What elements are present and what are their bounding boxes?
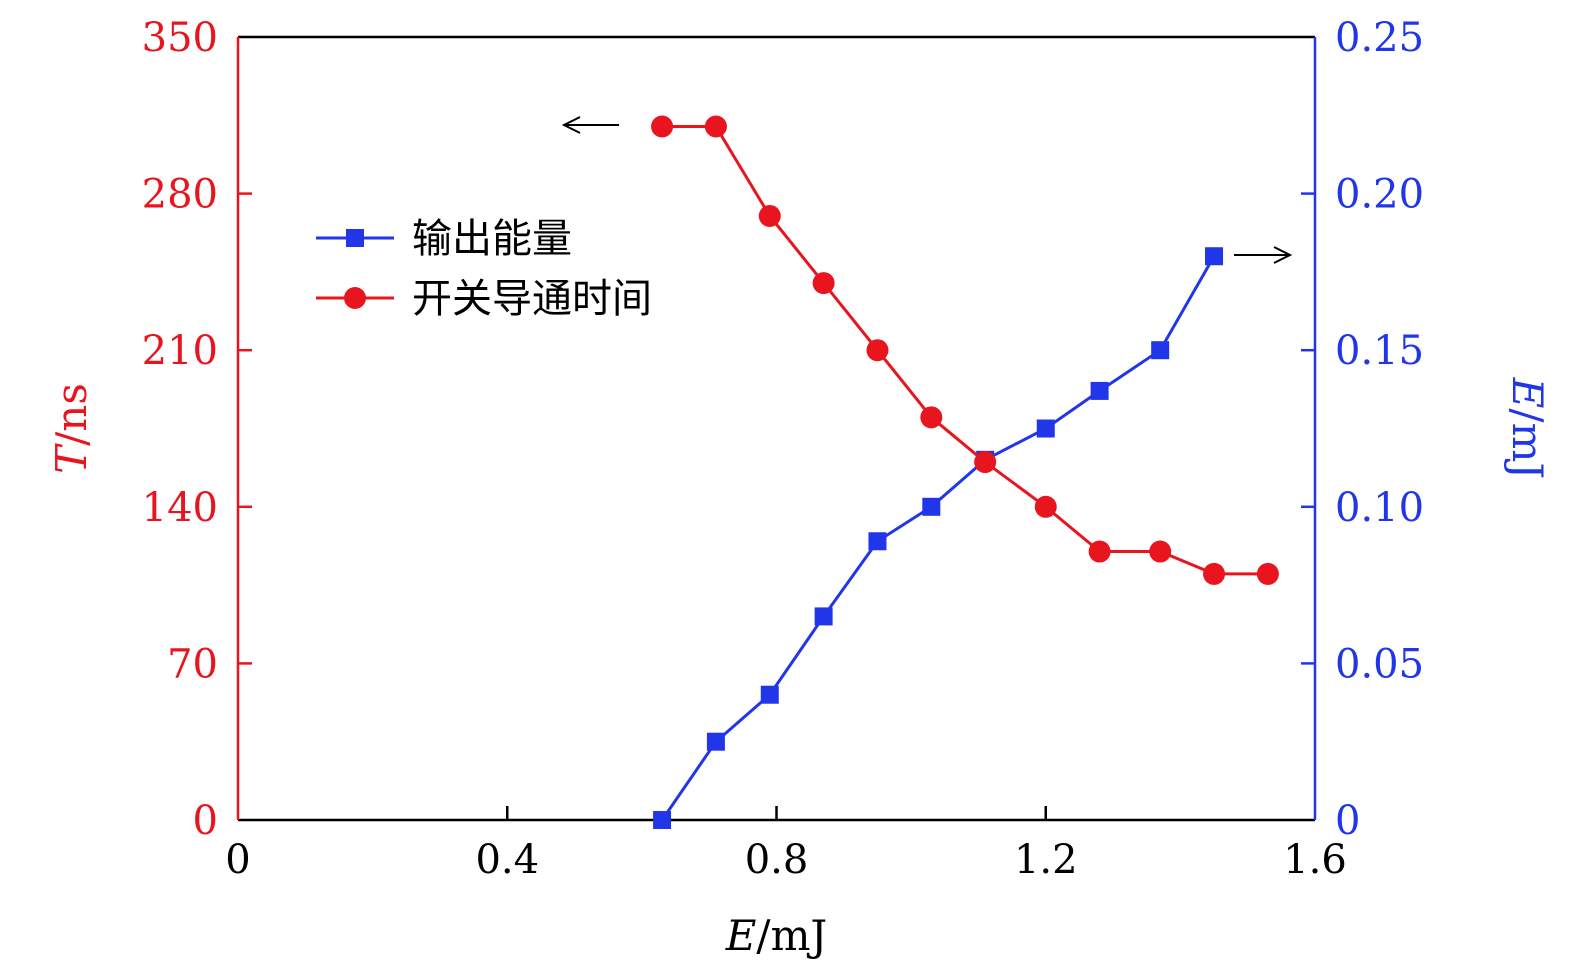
left-y-tick-label: 70: [167, 641, 218, 687]
right-y-axis-title-unit: /mJ: [1503, 408, 1552, 479]
right-y-tick-label: 0.15: [1335, 328, 1424, 374]
series-point-circle: [704, 115, 727, 138]
right-y-tick-label: 0.10: [1335, 485, 1424, 531]
right-y-axis: 0 0.05 0.10 0.15 0.20 0.25: [1301, 15, 1424, 844]
series-point-circle: [920, 406, 943, 429]
series-point-square: [868, 532, 887, 551]
series-point-square: [922, 497, 941, 516]
series-layer: [651, 115, 1279, 829]
series-point-square: [814, 607, 833, 626]
left-y-axis-title-unit: /ns: [47, 383, 96, 446]
right-y-tick-label: 0: [1335, 798, 1360, 844]
right-y-tick-label: 0.05: [1335, 641, 1424, 687]
series-line: [662, 124, 1268, 576]
x-axis-title-var: E: [725, 911, 757, 960]
legend-label: 输出能量: [412, 216, 572, 262]
x-axis-title-unit: /mJ: [756, 911, 827, 960]
series-point-circle: [758, 204, 781, 227]
series-point-circle: [1256, 562, 1279, 585]
left-y-axis-title-var: T: [47, 443, 96, 474]
annotations: [561, 116, 1293, 264]
x-axis-title: E/mJ: [725, 911, 828, 960]
series-point-circle: [812, 272, 835, 295]
series-point-square: [1090, 381, 1109, 400]
right-y-axis-title-var: E: [1503, 377, 1552, 409]
series-point-square: [1151, 341, 1170, 360]
series-point-circle: [1088, 540, 1111, 563]
legend-marker-square: [346, 229, 364, 247]
right-axis-arrow-head: [1273, 246, 1293, 264]
left-axis-arrow-head: [561, 116, 581, 134]
legend-marker-circle: [344, 287, 366, 309]
right-y-tick-label: 0.25: [1335, 15, 1424, 61]
left-y-axis: 0 70 140 210 280 350: [142, 15, 252, 844]
series-point-square: [706, 732, 725, 751]
left-y-tick-label: 350: [142, 15, 218, 61]
x-tick-label: 1.6: [1283, 837, 1347, 883]
series-point-square: [760, 685, 779, 704]
series-point-circle: [651, 115, 674, 138]
legend-label: 开关导通时间: [412, 276, 652, 322]
x-axis: 0 0.4 0.8 1.2 1.6: [225, 806, 1347, 883]
x-tick-label: 1.2: [1014, 837, 1078, 883]
left-y-tick-label: 280: [142, 172, 218, 218]
series-point-circle: [1203, 562, 1226, 585]
left-y-tick-label: 210: [142, 328, 218, 374]
series-line: [660, 255, 1216, 821]
right-y-tick-label: 0.20: [1335, 172, 1424, 218]
series-point-circle: [1034, 495, 1057, 518]
series-point-square: [653, 811, 672, 829]
left-y-tick-label: 0: [193, 798, 218, 844]
left-y-axis-title: T/ns: [47, 383, 96, 474]
series-point-circle: [1149, 540, 1172, 563]
series-point-circle: [866, 339, 889, 362]
series-point-square: [1036, 419, 1055, 438]
series-point-circle: [974, 451, 997, 474]
x-tick-label: 0.4: [475, 837, 539, 883]
x-tick-label: 0: [225, 837, 250, 883]
series-point-square: [1205, 247, 1224, 266]
x-tick-label: 0.8: [745, 837, 809, 883]
left-y-tick-label: 140: [142, 485, 218, 531]
right-y-axis-title: E/mJ: [1503, 377, 1552, 480]
